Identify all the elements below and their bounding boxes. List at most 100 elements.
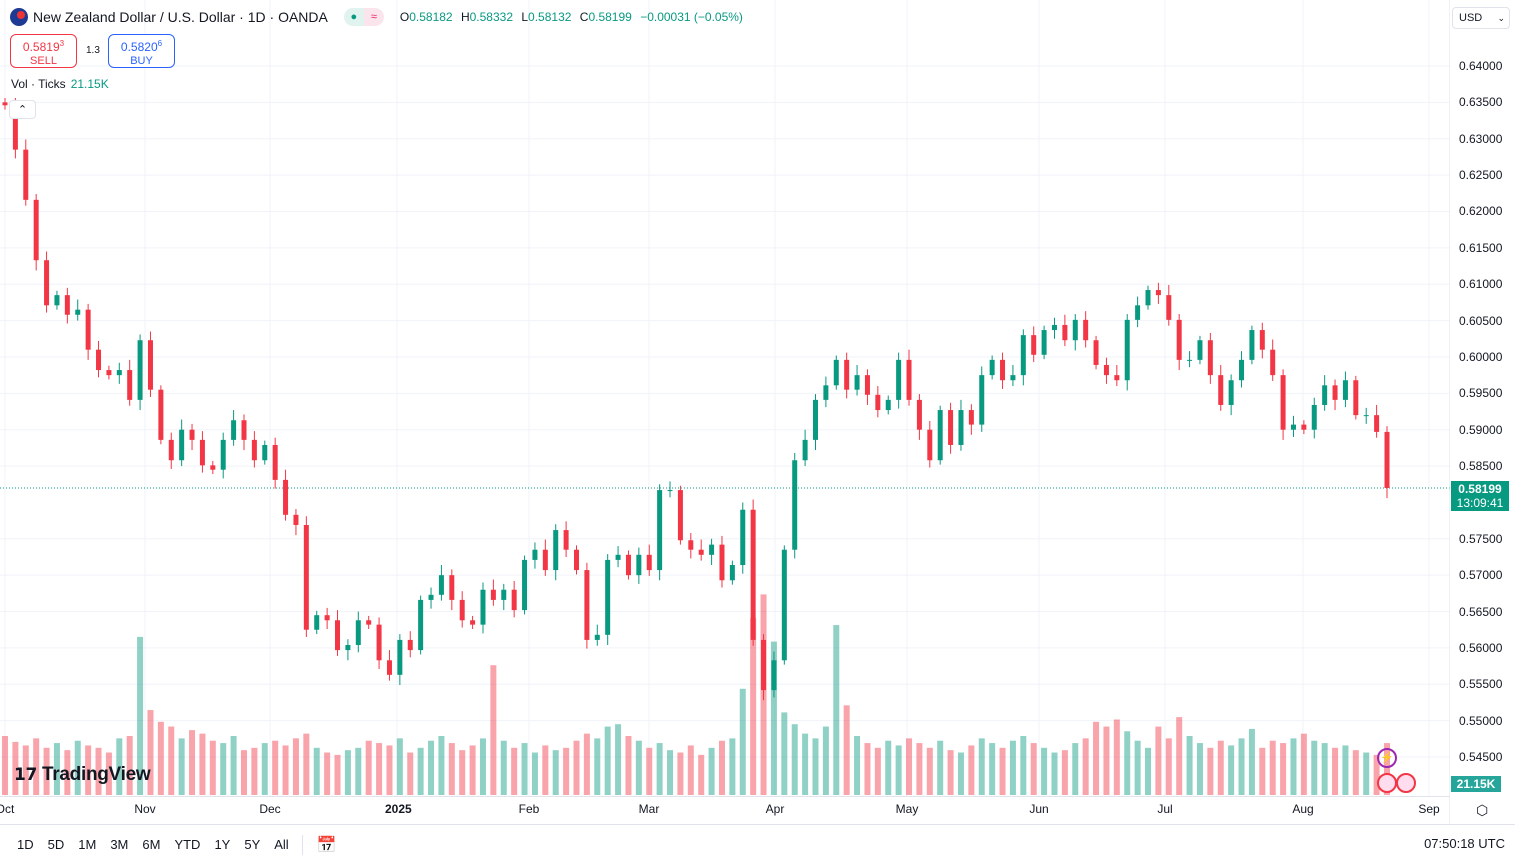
price-chart[interactable] bbox=[0, 0, 1450, 824]
volume-bar bbox=[43, 747, 50, 795]
currency-select[interactable]: USD ⌄ bbox=[1452, 7, 1510, 29]
candle-body bbox=[1051, 324, 1057, 331]
volume-bar bbox=[552, 750, 559, 795]
price-tick: 0.56500 bbox=[1459, 604, 1503, 619]
candle-body bbox=[1083, 319, 1089, 341]
volume-bar bbox=[1259, 747, 1266, 795]
candle-body bbox=[85, 309, 91, 350]
volume-bar bbox=[376, 743, 383, 795]
candle-body bbox=[1135, 305, 1141, 320]
candle-body bbox=[189, 429, 195, 440]
candle-body bbox=[511, 589, 517, 611]
volume-bar bbox=[292, 738, 299, 795]
volume-bar bbox=[1145, 747, 1152, 795]
volume-bar bbox=[469, 745, 476, 795]
candle-body bbox=[1166, 295, 1172, 320]
volume-bar bbox=[53, 743, 60, 795]
range-5y[interactable]: 5Y bbox=[244, 837, 261, 852]
market-open-dot-icon: ● bbox=[343, 8, 364, 26]
candle-body bbox=[116, 370, 122, 376]
volume-bar bbox=[957, 752, 964, 795]
candle-body bbox=[657, 490, 663, 571]
volume-bar bbox=[916, 743, 923, 795]
candle-body bbox=[293, 514, 299, 525]
candle-body bbox=[480, 589, 486, 625]
candle-body bbox=[1031, 335, 1037, 355]
volume-bar bbox=[282, 745, 289, 795]
volume-bar bbox=[386, 745, 393, 795]
us-event-flag-icon[interactable] bbox=[1396, 773, 1416, 793]
candle-body bbox=[220, 439, 226, 470]
candle-body bbox=[636, 554, 642, 576]
volume-bar bbox=[1384, 743, 1390, 795]
price-tick: 0.64000 bbox=[1459, 59, 1503, 73]
range-ytd[interactable]: YTD bbox=[174, 837, 201, 852]
volume-bar bbox=[1124, 731, 1131, 795]
candle-body bbox=[1062, 324, 1068, 341]
ohlc-legend: O0.58182 H0.58332 L0.58132 C0.58199 −0.0… bbox=[399, 10, 743, 24]
range-1y[interactable]: 1Y bbox=[214, 837, 231, 852]
candle-body bbox=[958, 410, 964, 445]
volume-bar bbox=[1321, 743, 1328, 795]
volume-legend[interactable]: Vol · Ticks 21.15K bbox=[11, 77, 109, 91]
price-tick: 0.60500 bbox=[1459, 313, 1503, 328]
candle-body bbox=[438, 575, 444, 595]
time-tick: Nov bbox=[134, 802, 156, 816]
volume-bar bbox=[2, 736, 8, 795]
volume-bar bbox=[656, 743, 663, 795]
candle-body bbox=[12, 105, 18, 150]
candle-body bbox=[449, 575, 455, 600]
candle-body bbox=[64, 295, 70, 315]
volume-bar bbox=[1093, 721, 1100, 795]
buy-button[interactable]: 0.58206 BUY bbox=[108, 34, 175, 68]
candle-body bbox=[916, 399, 922, 430]
volume-bar bbox=[770, 641, 777, 795]
sell-button[interactable]: 0.58193 SELL bbox=[10, 34, 77, 68]
volume-bar bbox=[978, 738, 985, 795]
candle-body bbox=[1301, 424, 1307, 430]
volume-bar bbox=[178, 738, 185, 795]
time-tick: May bbox=[895, 802, 919, 816]
range-6m[interactable]: 6M bbox=[142, 837, 161, 852]
volume-bar bbox=[708, 747, 715, 795]
volume-bar bbox=[500, 740, 507, 795]
range-3m[interactable]: 3M bbox=[110, 837, 129, 852]
candle-body bbox=[1187, 359, 1193, 361]
candle-body bbox=[397, 639, 403, 675]
candle-body bbox=[812, 399, 818, 440]
range-1m[interactable]: 1M bbox=[78, 837, 97, 852]
volume-bar bbox=[968, 745, 975, 795]
candle-body bbox=[490, 589, 496, 600]
change-value: −0.00031 (−0.05%) bbox=[640, 10, 743, 24]
volume-bar bbox=[85, 745, 92, 795]
candle-body bbox=[1124, 319, 1130, 381]
price-tick: 0.57000 bbox=[1459, 568, 1503, 583]
tradingview-logo[interactable]: 𝟭𝟳 TradingView bbox=[14, 764, 151, 785]
candle-body bbox=[1363, 415, 1369, 417]
symbol-title[interactable]: New Zealand Dollar / U.S. Dollar · 1D · … bbox=[33, 9, 328, 25]
range-all[interactable]: All bbox=[274, 837, 289, 852]
candle-body bbox=[522, 559, 528, 611]
collapse-legend-button[interactable]: ⌃ bbox=[9, 100, 36, 119]
candle-body bbox=[199, 439, 205, 466]
range-1d[interactable]: 1D bbox=[17, 837, 34, 852]
volume-bar bbox=[937, 740, 944, 795]
price-tick: 0.63500 bbox=[1459, 95, 1503, 110]
lightning-event-icon[interactable]: ⚡ bbox=[1377, 748, 1397, 768]
candle-body bbox=[781, 549, 787, 661]
us-event-flag-icon[interactable] bbox=[1377, 773, 1397, 793]
volume-bar bbox=[1217, 740, 1224, 795]
candle-body bbox=[428, 594, 434, 600]
price-tick: 0.58500 bbox=[1459, 459, 1503, 474]
utc-clock[interactable]: 07:50:18 UTC bbox=[1424, 836, 1505, 851]
delayed-data-icon: ≈ bbox=[363, 8, 384, 26]
volume-bar bbox=[635, 740, 642, 795]
range-5d[interactable]: 5D bbox=[47, 837, 65, 852]
time-tick: Feb bbox=[518, 802, 540, 816]
date-range-calendar-icon[interactable]: 📅 bbox=[301, 834, 344, 855]
candle-body bbox=[771, 660, 777, 691]
market-status-pill[interactable]: ● ≈ bbox=[343, 8, 384, 26]
price-tick: 0.62500 bbox=[1459, 168, 1503, 183]
volume-bar bbox=[729, 738, 736, 795]
settings-hexagon-icon[interactable]: ⬡ bbox=[1476, 802, 1489, 818]
